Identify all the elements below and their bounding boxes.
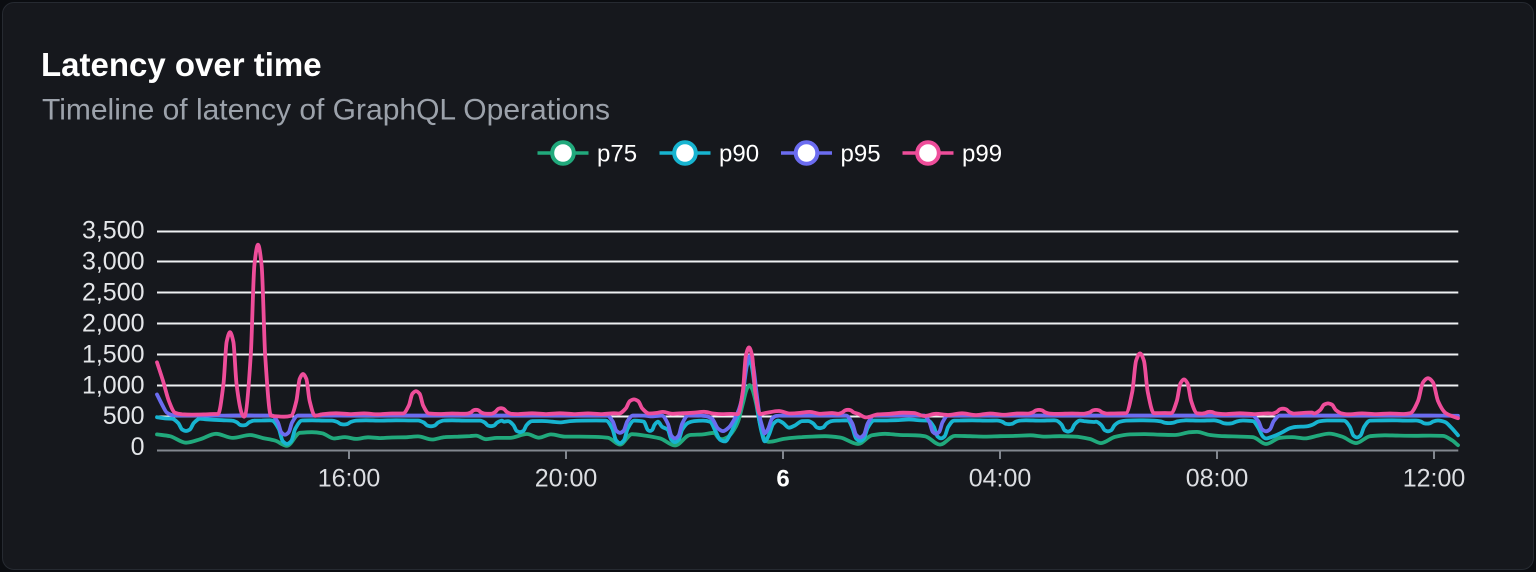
svg-text:p95: p95 (841, 141, 881, 168)
svg-text:6: 6 (776, 466, 789, 493)
svg-text:3,500: 3,500 (82, 217, 145, 245)
svg-text:1,000: 1,000 (82, 371, 145, 399)
svg-text:2,000: 2,000 (82, 309, 145, 337)
svg-text:p99: p99 (962, 141, 1002, 168)
svg-text:2,500: 2,500 (82, 278, 145, 306)
svg-text:p90: p90 (719, 141, 759, 168)
svg-text:1,500: 1,500 (82, 340, 145, 368)
svg-text:p75: p75 (597, 141, 637, 168)
svg-text:20:00: 20:00 (535, 465, 598, 493)
svg-text:Timeline of latency of GraphQL: Timeline of latency of GraphQL Operation… (42, 94, 610, 127)
svg-text:0: 0 (131, 433, 145, 461)
svg-text:16:00: 16:00 (318, 465, 381, 493)
svg-text:3,000: 3,000 (82, 248, 145, 276)
svg-text:500: 500 (103, 402, 145, 430)
svg-text:12:00: 12:00 (1403, 465, 1466, 493)
svg-text:04:00: 04:00 (969, 465, 1032, 493)
svg-text:08:00: 08:00 (1186, 465, 1249, 493)
svg-text:Latency over time: Latency over time (41, 46, 322, 83)
